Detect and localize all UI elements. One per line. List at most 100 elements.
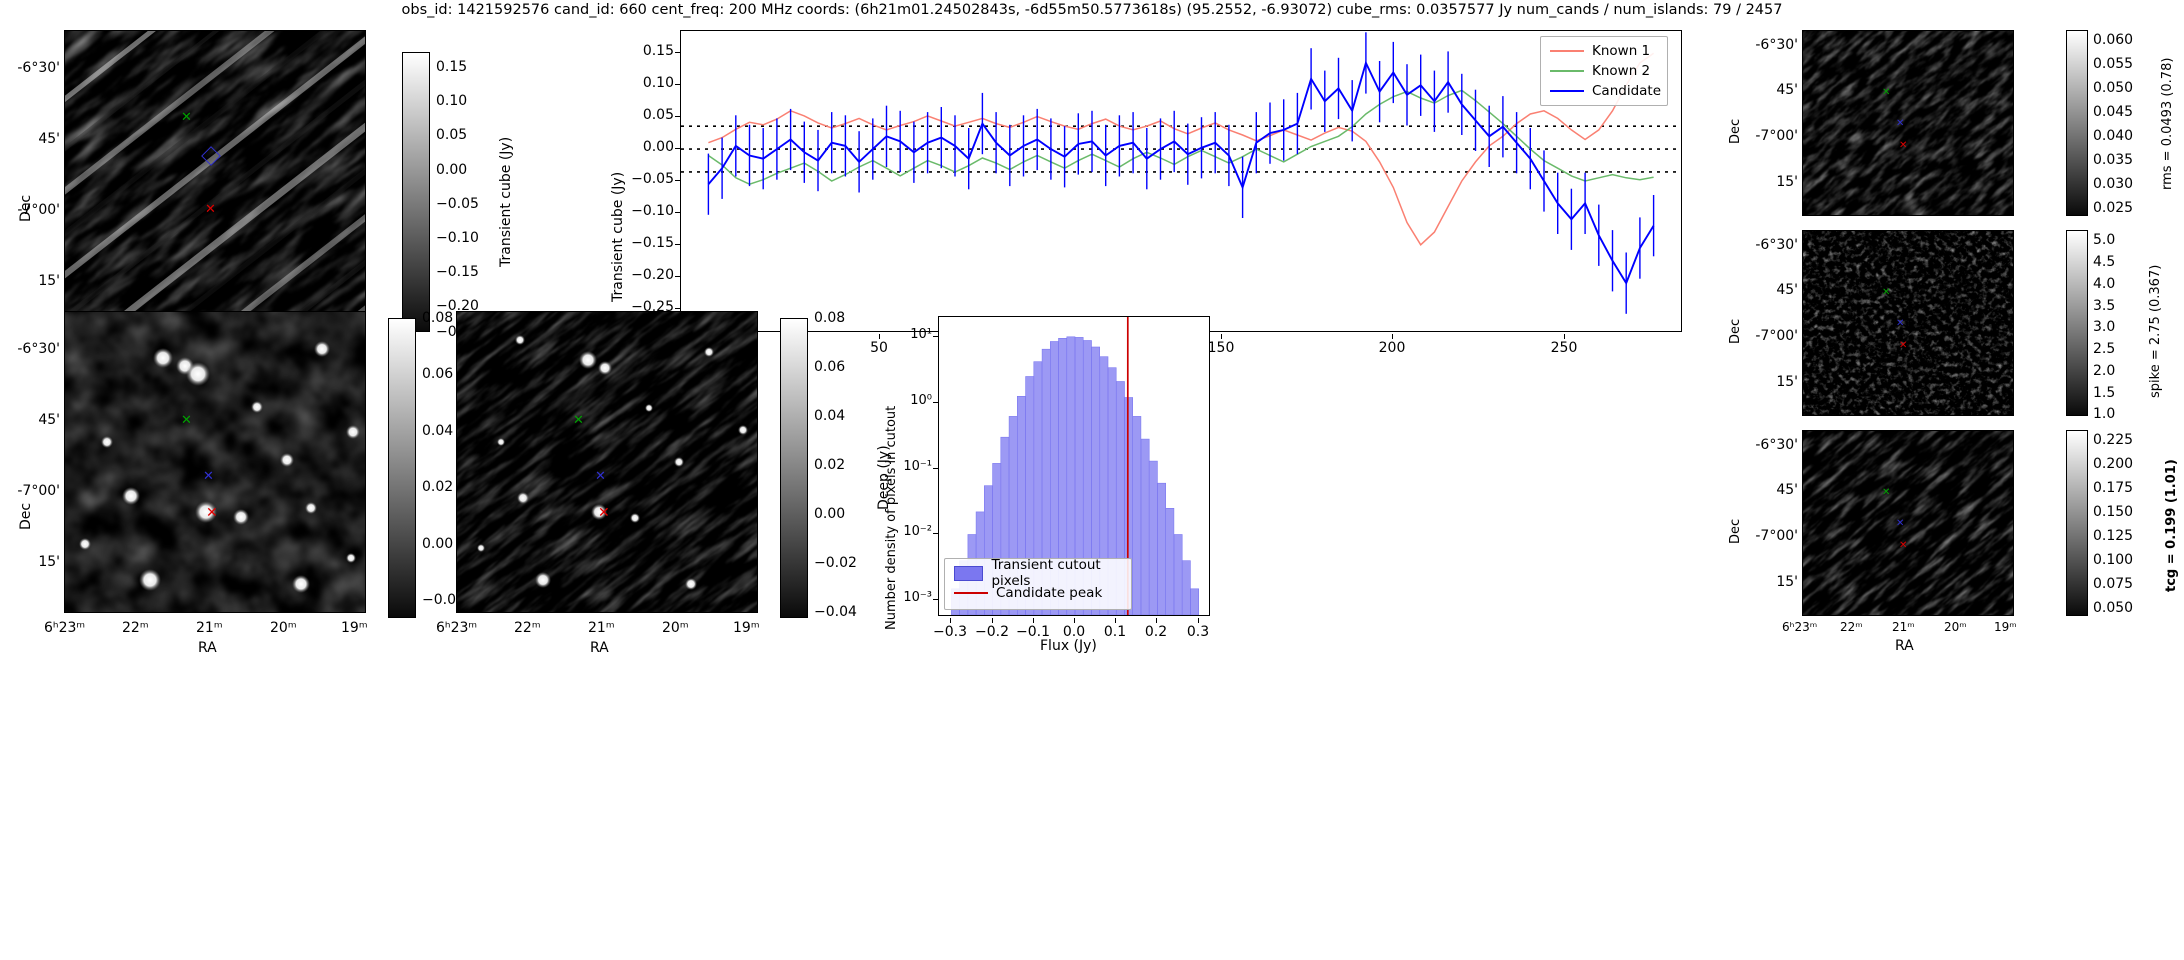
gleam-ra-tick-0: 6ʰ23ᵐ [44, 620, 86, 636]
legend-label-known2: Known 2 [1592, 63, 1651, 79]
gleam-ylabel: Dec [18, 502, 34, 530]
gleam-image[interactable]: ✕ ✕ ✕ [64, 311, 366, 613]
legend-item-candidate-peak[interactable]: Candidate peak [945, 583, 1131, 603]
spike-dec-tick-0: -6°30' [1755, 237, 1798, 253]
histogram-x-tick: 0.0 [1062, 624, 1086, 640]
histogram-x-tickmark [1156, 618, 1158, 623]
lightcurve-y-tick: 0.15 [642, 43, 674, 59]
lightcurve-y-tick: −0.10 [631, 203, 674, 219]
lightcurve-x-tickmark [1221, 334, 1223, 339]
marker-red-x: ✕ [1899, 540, 1908, 551]
tcg-dec-tick-1: 45' [1776, 482, 1798, 498]
histogram-x-tick: 0.2 [1144, 624, 1168, 640]
transient-cube-dec-tick-0: -6°30' [17, 60, 60, 76]
panel-transient-cube: Dec -6°30' 45' -7°00' 15' [0, 22, 514, 340]
marker-blue-x: ✕ [1896, 118, 1905, 129]
histogram-y-tickmark [933, 468, 938, 470]
gleam-ra-tick-3: 20ᵐ [270, 620, 297, 636]
transient-cube-colorbar[interactable] [402, 52, 430, 332]
legend-item-candidate[interactable]: Candidate [1541, 81, 1667, 101]
marker-green-x: ✕ [573, 413, 584, 428]
gleam-dec-tick-2: -7°00' [17, 483, 60, 499]
lightcurve-y-tickmark [675, 244, 680, 246]
histogram-x-tickmark [950, 618, 952, 623]
gleam-dec-tick-3: 15' [38, 554, 60, 570]
histogram-y-tickmark [933, 402, 938, 404]
deep-colorbar[interactable] [780, 318, 808, 618]
legend-label-candidate-peak: Candidate peak [996, 585, 1103, 601]
marker-red-x: ✕ [206, 505, 218, 521]
tcg-map-image[interactable]: ✕ ✕ ✕ [1802, 430, 2014, 616]
figure-suptitle: obs_id: 1421592576 cand_id: 660 cent_fre… [401, 2, 1783, 18]
histogram-x-tickmark [1074, 618, 1076, 623]
deep-ra-tick-1: 22ᵐ [514, 620, 541, 636]
panel-tcg-map: Dec -6°30' 45' -7°00' 15' ✕ [1700, 422, 2184, 662]
gleam-ra-tick-4: 19ᵐ [341, 620, 368, 636]
deep-ra-tick-0: 6ʰ23ᵐ [436, 620, 478, 636]
gleam-dec-tick-1: 45' [38, 412, 60, 428]
tcg-ra-tick-2: 21ᵐ [1892, 620, 1915, 634]
histogram-legend[interactable]: Transient cutout pixels Candidate peak [944, 557, 1132, 610]
legend-swatch-known2 [1550, 70, 1584, 72]
lightcurve-y-tick: 0.00 [642, 139, 674, 155]
marker-red-x: ✕ [205, 202, 216, 217]
tcg-ra-tick-0: 6ʰ23ᵐ [1782, 620, 1818, 634]
deep-xlabel: RA [590, 640, 609, 656]
deep-ra-tick-3: 20ᵐ [662, 620, 689, 636]
gleam-ra-tick-1: 22ᵐ [122, 620, 149, 636]
marker-green-x: ✕ [181, 413, 192, 428]
rms-dec-tick-1: 45' [1776, 82, 1798, 98]
histogram-x-tickmark [1198, 618, 1200, 623]
lightcurve-x-tickmark [1564, 334, 1566, 339]
tcg-ra-tick-1: 22ᵐ [1840, 620, 1863, 634]
lightcurve-y-ticks: 0.15 0.10 0.05 0.00 −0.05 −0.10 −0.15 −0.20 −0.2… [620, 22, 680, 332]
histogram-y-tick: 10⁻² [903, 524, 932, 539]
lightcurve-x-tick: 250 [1550, 340, 1578, 356]
histogram-y-tickmark [933, 533, 938, 535]
rms-map-image[interactable]: ✕ ✕ ✕ [1802, 30, 2014, 216]
gleam-colorbar-ticks: 0.08 0.06 0.04 0.02 0.00 −0.02 [422, 310, 465, 608]
tcg-dec-tick-3: 15' [1776, 574, 1798, 590]
legend-item-known2[interactable]: Known 2 [1541, 61, 1667, 81]
lightcurve-y-tick: −0.05 [631, 171, 674, 187]
histogram-y-tickmark [933, 336, 938, 338]
lightcurve-y-tickmark [675, 148, 680, 150]
transient-cube-dec-tick-2: -7°00' [17, 202, 60, 218]
histogram-x-tickmark [992, 618, 994, 623]
lightcurve-y-tickmark [675, 116, 680, 118]
legend-item-cutout-pixels[interactable]: Transient cutout pixels [945, 557, 1131, 589]
lightcurve-plot-area[interactable] [680, 30, 1682, 332]
rms-colorbar[interactable] [2066, 30, 2088, 216]
deep-image[interactable]: ✕ ✕ ✕ [456, 311, 758, 613]
tcg-colorbar[interactable] [2066, 430, 2088, 616]
legend-item-known1[interactable]: Known 1 [1541, 41, 1667, 61]
histogram-x-tick: 0.3 [1186, 624, 1210, 640]
histogram-x-tickmark [1033, 618, 1035, 623]
histogram-x-tick: 0.1 [1103, 624, 1127, 640]
lightcurve-y-tickmark [675, 84, 680, 86]
marker-red-x: ✕ [598, 505, 610, 521]
spike-map-image[interactable]: ✕ ✕ ✕ [1802, 230, 2014, 416]
histogram-y-ticks: 10¹ 10⁰ 10⁻¹ 10⁻² 10⁻³ [890, 316, 938, 616]
deep-ra-tick-2: 21ᵐ [588, 620, 615, 636]
histogram-y-tick: 10¹ [910, 327, 932, 342]
transient-cube-dec-tick-3: 15' [38, 273, 60, 289]
spike-colorbar[interactable] [2066, 230, 2088, 416]
lightcurve-x-tickmark [1392, 334, 1394, 339]
legend-swatch-candidate [1550, 90, 1584, 92]
lightcurve-y-tickmark [675, 180, 680, 182]
panel-flux-histogram: Number density of pixels in cutout 10¹ 10… [870, 316, 1320, 660]
marker-blue-x: ✕ [1896, 318, 1905, 329]
tcg-ra-tick-3: 20ᵐ [1944, 620, 1967, 634]
gleam-ra-tick-2: 21ᵐ [196, 620, 223, 636]
legend-swatch-candidate-peak [954, 592, 988, 594]
tcg-xlabel: RA [1895, 638, 1914, 654]
lightcurve-x-tick: 150 [1207, 340, 1235, 356]
lightcurve-legend[interactable]: Known 1 Known 2 Candidate [1540, 36, 1668, 106]
legend-swatch-known1 [1550, 50, 1584, 52]
histogram-x-tick: −0.2 [975, 624, 1009, 640]
gleam-colorbar[interactable] [388, 318, 416, 618]
transient-cube-image[interactable]: ✕ ✕ [64, 30, 366, 332]
histogram-y-tick: 10⁻³ [903, 590, 932, 605]
